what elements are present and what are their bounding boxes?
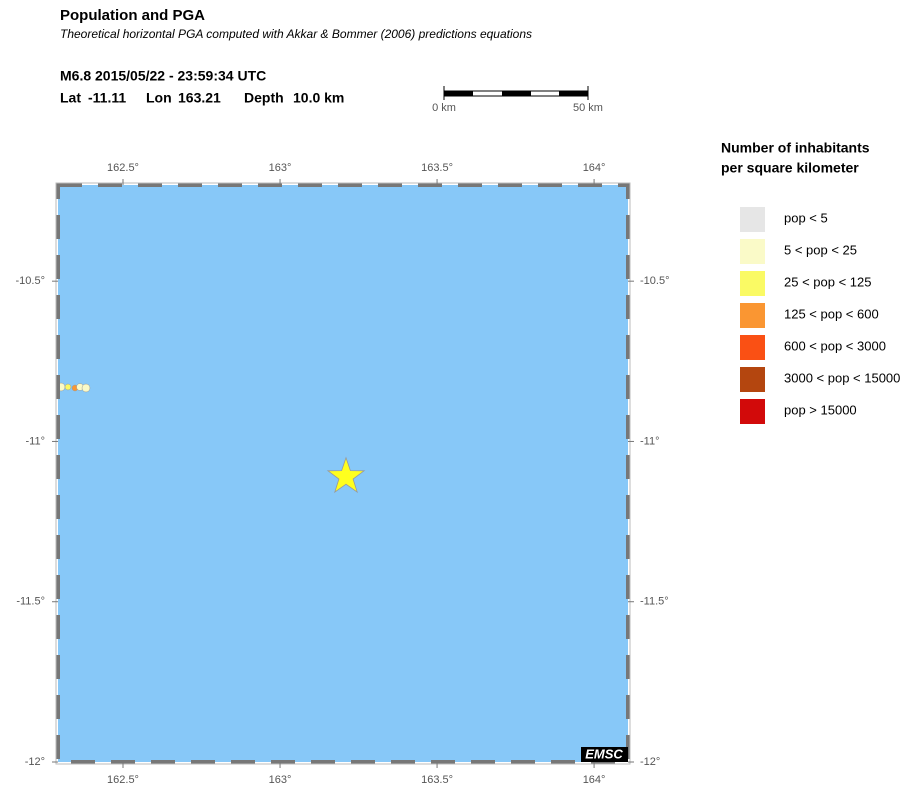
x-tick-label: 164° [583,774,606,786]
x-tick-label: 163.5° [421,162,453,174]
legend-swatch [740,367,765,392]
x-tick-label: 163° [269,774,292,786]
y-tick-label: -10.5° [640,275,669,287]
scale-start: 0 km [432,102,456,114]
legend: pop < 5 5 < pop < 25 25 < pop < 125 125 < p… [740,207,900,424]
island [56,382,91,393]
scale-end: 50 km [573,102,603,114]
legend-swatch [740,335,765,360]
x-tick-label: 162.5° [107,162,139,174]
lon-value: 163.21 [178,90,221,106]
legend-label: 600 < pop < 3000 [784,338,886,353]
logo: EMSC [581,746,628,762]
legend-label: pop > 15000 [784,402,857,417]
depth-label: Depth [244,90,284,106]
depth-value: 10.0 km [293,90,344,106]
map: EMSC 162.5° 162.5° 163° 163° 163.5° 163.5° 164… [16,162,670,786]
legend-swatch [740,271,765,296]
x-tick-label: 163.5° [421,774,453,786]
map-frame [56,183,630,764]
title: Population and PGA [60,7,205,24]
x-tick-label: 162.5° [107,774,139,786]
legend-label: pop < 5 [784,210,828,225]
legend-title: Number of inhabitants [721,140,870,156]
y-tick-label: -12° [640,756,660,768]
legend-swatch [740,239,765,264]
legend-label: 3000 < pop < 15000 [784,370,900,385]
x-tick-label: 164° [583,162,606,174]
scale-bar: 0 km 50 km [432,86,603,114]
lat-label: Lat [60,90,81,106]
epicenter [326,456,366,494]
logo-text: EMSC [585,746,623,761]
map-border [55,182,631,765]
legend-title: per square kilometer [721,160,859,176]
y-tick-label: -10.5° [16,275,45,287]
subtitle: Theoretical horizontal PGA computed with… [60,27,532,41]
lon-label: Lon [146,90,172,106]
y-tick-label: -12° [25,756,45,768]
event-info: M6.8 2015/05/22 - 23:59:34 UTC [60,68,266,84]
y-tick-label: -11° [26,435,45,447]
legend-label: 5 < pop < 25 [784,242,857,257]
y-tick-label: -11.5° [640,596,669,608]
y-tick-label: -11° [640,435,659,447]
x-tick-label: 163° [269,162,292,174]
legend-swatch [740,399,765,424]
lat-value: -11.11 [88,90,126,106]
y-tick-label: -11.5° [16,596,45,608]
legend-swatch [740,207,765,232]
legend-swatch [740,303,765,328]
legend-label: 125 < pop < 600 [784,306,879,321]
legend-label: 25 < pop < 125 [784,274,871,289]
